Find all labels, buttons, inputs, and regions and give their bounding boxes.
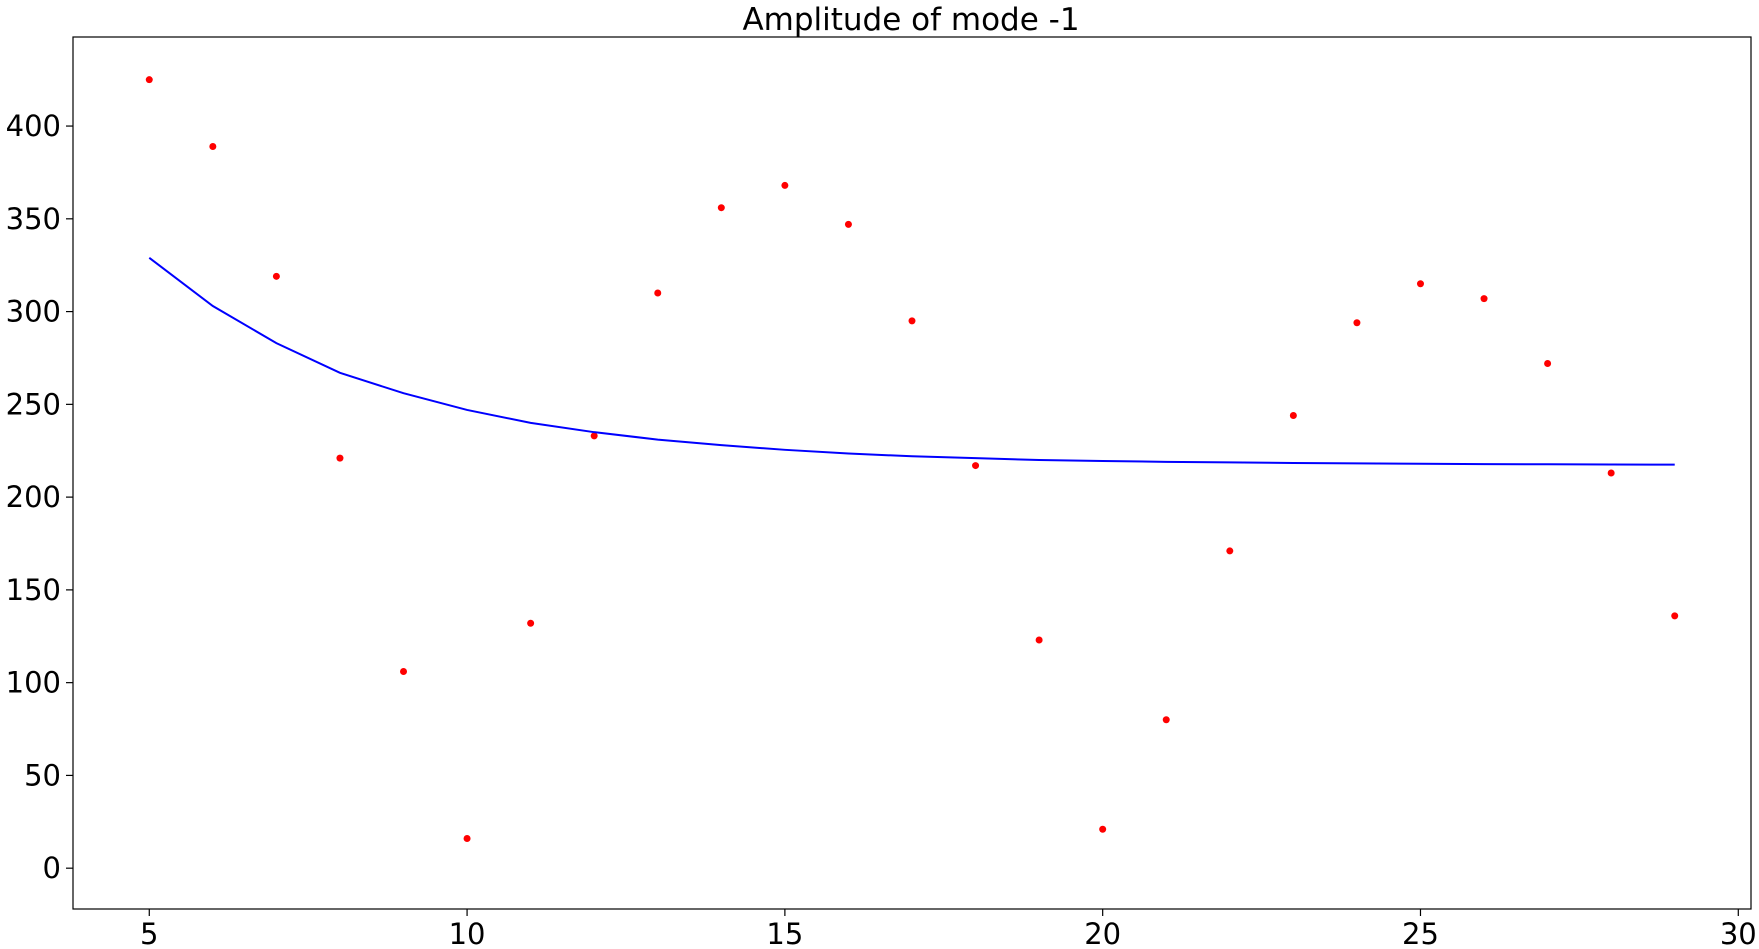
data-point [209, 142, 217, 150]
data-point [336, 454, 344, 462]
plot-frame [72, 36, 1752, 910]
y-tick-label: 50 [24, 758, 61, 792]
data-point [1480, 295, 1488, 303]
data-point [844, 220, 852, 228]
data-point [527, 619, 535, 627]
plot-area [145, 76, 1679, 842]
x-axis: 5 10 15 20 25 30 [140, 909, 1757, 949]
x-tick-label: 30 [1720, 917, 1757, 949]
chart-title: Amplitude of mode -1 [742, 2, 1079, 38]
x-tick-label: 10 [449, 917, 486, 949]
data-point [1035, 636, 1043, 644]
data-point [908, 317, 916, 325]
data-point [1607, 469, 1615, 477]
data-point [400, 668, 408, 676]
data-point [1226, 547, 1234, 555]
x-tick-label: 15 [766, 917, 803, 949]
data-point [1099, 825, 1107, 833]
x-tick-label: 5 [140, 917, 158, 949]
y-tick-label: 250 [6, 387, 61, 421]
data-point [463, 834, 471, 842]
data-point [1353, 319, 1361, 327]
data-point [654, 289, 662, 297]
y-tick-label: 0 [43, 851, 61, 885]
data-point [781, 181, 789, 189]
data-point [272, 272, 280, 280]
y-tick-label: 300 [6, 295, 61, 329]
data-point [972, 462, 980, 470]
data-point [1289, 411, 1297, 419]
y-tick-label: 350 [6, 202, 61, 236]
y-axis: 0 50 100 150 200 250 300 350 400 [6, 109, 73, 885]
fit-line [148, 256, 1675, 466]
y-tick-label: 150 [6, 573, 61, 607]
x-tick-label: 25 [1402, 917, 1439, 949]
data-point [1162, 716, 1170, 724]
data-point [717, 204, 725, 212]
y-tick-label: 400 [6, 109, 61, 143]
data-point [1671, 612, 1679, 620]
data-point [590, 432, 598, 440]
y-tick-label: 100 [6, 666, 61, 700]
data-point [1544, 360, 1552, 368]
data-point [1416, 280, 1424, 288]
y-tick-label: 200 [6, 480, 61, 514]
data-point [145, 76, 153, 84]
x-tick-label: 20 [1084, 917, 1121, 949]
